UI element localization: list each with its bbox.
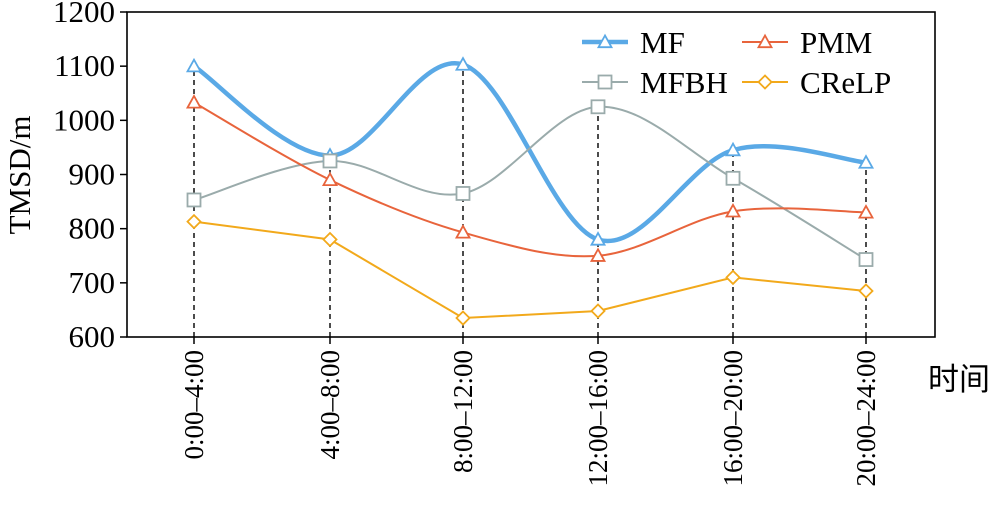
data-point-mfbh <box>186 192 202 208</box>
vertical-guide-lines <box>193 64 867 337</box>
data-point-pmm <box>589 247 607 262</box>
data-point-crelp <box>590 303 606 319</box>
data-point-mf <box>589 231 607 246</box>
y-axis-ticks: 600 700 800 900 1000 1100 1200 <box>53 0 127 354</box>
data-point-pmm <box>321 171 339 187</box>
data-point-crelp <box>322 231 338 248</box>
series-line-mf <box>192 61 867 244</box>
legend-label-pmm: PMM <box>800 25 872 60</box>
data-point-mf <box>454 56 472 71</box>
data-point-mfbh <box>322 153 338 169</box>
legend-marker-pmm <box>756 33 774 49</box>
y-axis-label: TMSD/m <box>2 116 37 235</box>
x-tick-label: 8:00–12:00 <box>448 350 478 473</box>
data-point-crelp <box>725 269 741 286</box>
legend-marker-crelp <box>757 74 773 90</box>
y-tick-label: 1200 <box>53 0 115 29</box>
series-line-mfbh <box>193 105 867 261</box>
x-tick-label: 16:00–20:00 <box>718 350 748 487</box>
y-tick-label: 900 <box>69 157 116 192</box>
series-line-pmm <box>193 101 867 258</box>
data-point-crelp <box>858 283 874 299</box>
x-tick-label: 4:00–8:00 <box>315 350 345 460</box>
data-point-mf <box>857 154 875 169</box>
plot-area <box>126 11 936 338</box>
series-line-crelp <box>193 220 867 320</box>
series-markers <box>185 56 875 326</box>
x-axis-ticks: 0:00–4:00 4:00–8:00 8:00–12:00 12:00–16:00 1… <box>179 337 881 487</box>
y-tick-label: 700 <box>69 265 116 300</box>
legend-marker-mf <box>596 33 614 49</box>
legend-label-mf: MF <box>640 25 685 60</box>
data-point-mfbh <box>455 186 471 201</box>
plot-frame <box>126 11 936 338</box>
x-tick-label: 20:00–24:00 <box>851 350 881 487</box>
legend-label-crelp: CReLP <box>800 65 891 100</box>
data-point-mfbh <box>725 170 741 186</box>
legend-label-mfbh: MFBH <box>640 65 728 100</box>
y-tick-label: 800 <box>69 211 116 246</box>
y-tick-label: 1000 <box>53 102 115 137</box>
data-point-mf <box>724 141 742 157</box>
data-point-mf <box>185 57 203 73</box>
series-lines <box>192 61 867 320</box>
data-point-mfbh <box>858 252 874 267</box>
data-point-pmm <box>724 202 742 218</box>
data-point-crelp <box>455 310 471 326</box>
data-point-crelp <box>186 213 202 230</box>
legend-marker-mfbh <box>597 74 613 90</box>
legend: MF MFBH PMM CReLP <box>582 25 891 100</box>
x-tick-label: 0:00–4:00 <box>179 350 209 460</box>
x-axis-label: 时间 <box>928 362 990 397</box>
data-point-mfbh <box>590 99 606 115</box>
data-point-pmm <box>185 94 203 109</box>
x-tick-label: 12:00–16:00 <box>583 350 613 487</box>
data-point-pmm <box>857 204 875 219</box>
data-point-pmm <box>454 224 472 239</box>
y-tick-label: 600 <box>69 319 116 354</box>
y-tick-label: 1100 <box>54 48 115 83</box>
